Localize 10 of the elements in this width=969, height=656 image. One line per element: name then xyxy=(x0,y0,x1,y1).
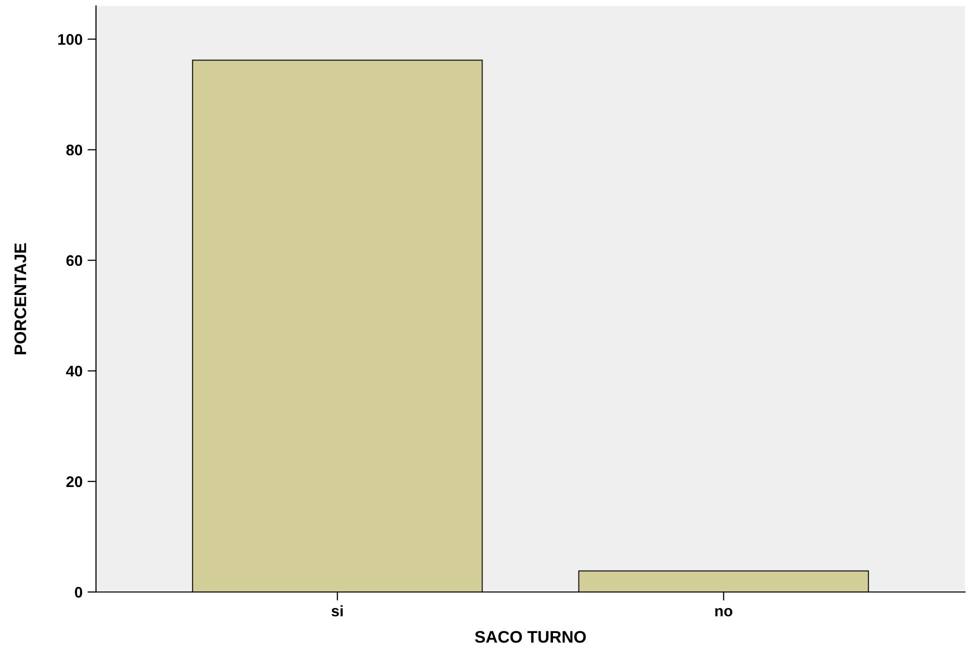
y-tick-label: 80 xyxy=(66,144,82,156)
x-tick-label: no xyxy=(715,608,732,616)
x-axis-title: SACO TURNO xyxy=(474,630,586,643)
y-tick-label: 0 xyxy=(74,586,82,598)
x-tick-label: si xyxy=(332,605,343,616)
y-tick-label: 20 xyxy=(66,476,82,488)
y-axis-title: PORCENTAJE xyxy=(14,243,26,354)
y-tick-label: 100 xyxy=(58,34,82,45)
y-tick-label: 60 xyxy=(66,255,82,266)
y-tick-label: 40 xyxy=(66,366,82,377)
